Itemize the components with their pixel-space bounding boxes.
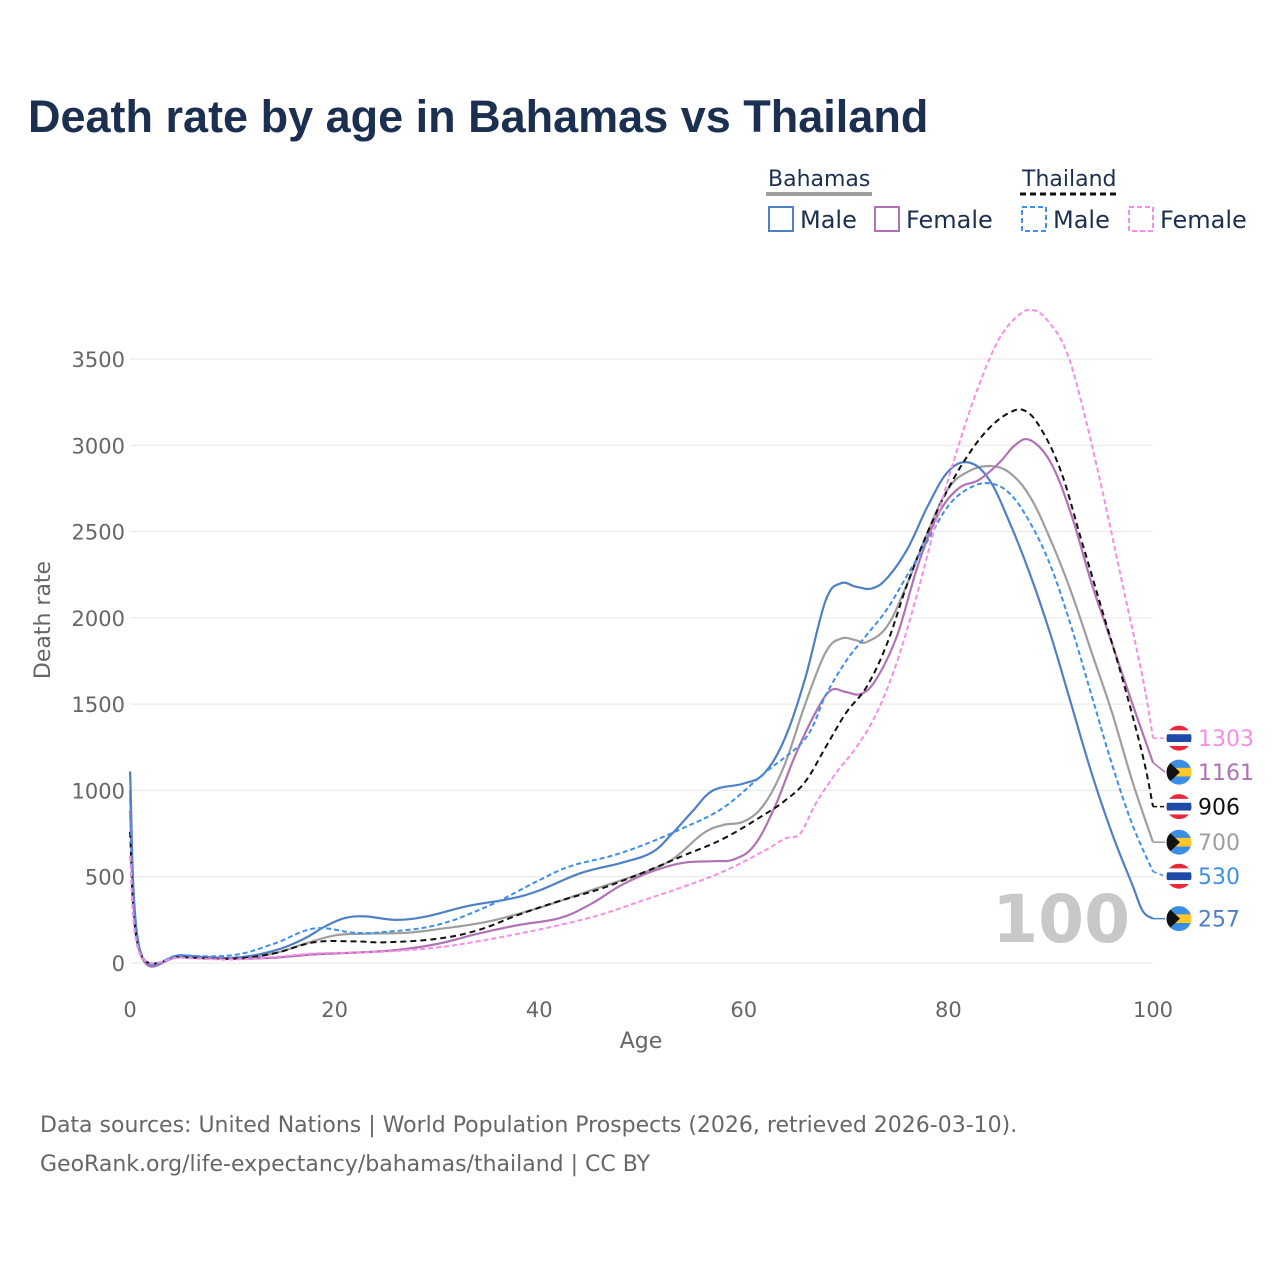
chart-title: Death rate by age in Bahamas vs Thailand xyxy=(28,91,928,142)
bahamas-flag-icon xyxy=(1165,828,1193,856)
y-tick-label: 500 xyxy=(85,866,125,890)
bahamas-flag-icon xyxy=(1165,905,1193,933)
bhs-female-leader xyxy=(1152,762,1166,773)
legend-thailand-male-swatch xyxy=(1021,206,1047,232)
x-tick-label: 0 xyxy=(123,998,136,1022)
y-tick-label: 1500 xyxy=(72,693,125,717)
legend: Bahamas Male Female Thailand Male Female xyxy=(766,167,1247,234)
x-tick-label: 40 xyxy=(526,998,553,1022)
series xyxy=(128,308,1155,968)
y-tick-label: 0 xyxy=(112,952,125,976)
x-tick-label: 20 xyxy=(321,998,348,1022)
tha-total-end-label: 906 xyxy=(1198,796,1240,821)
thailand-flag-icon xyxy=(1165,862,1193,890)
x-axis-label: Age xyxy=(620,1029,663,1054)
bhs-total-line xyxy=(128,464,1155,968)
bahamas-flag-icon xyxy=(1165,758,1193,786)
source-line-1: Data sources: United Nations | World Pop… xyxy=(40,1113,1017,1138)
tha-female-end-label: 1303 xyxy=(1198,727,1254,752)
tha-male-line xyxy=(129,482,1154,966)
legend-bahamas-female: Female xyxy=(906,206,993,234)
legend-group-thailand: Thailand xyxy=(1021,167,1116,192)
y-tick-label: 3500 xyxy=(72,348,125,372)
axes: 0 500 1000 1500 2000 2500 3000 3500 0 20 40 60 80 100 xyxy=(72,348,1174,1022)
tha-female-line xyxy=(129,308,1154,965)
tha-male-end-label: 530 xyxy=(1198,865,1240,890)
x-tick-label: 80 xyxy=(935,998,962,1022)
legend-bahamas-male-swatch xyxy=(768,206,794,232)
y-tick-label: 2000 xyxy=(72,607,125,631)
bhs-female-end-label: 1161 xyxy=(1198,761,1254,786)
thailand-flag-icon xyxy=(1165,724,1193,752)
bhs-male-line xyxy=(128,461,1154,968)
legend-bahamas-male: Male xyxy=(800,206,857,234)
legend-bahamas-female-swatch xyxy=(874,206,900,232)
bhs-male-end-label: 257 xyxy=(1198,908,1240,933)
tha-total-line xyxy=(129,408,1154,965)
x-tick-label: 60 xyxy=(730,998,757,1022)
bhs-female-line xyxy=(128,437,1155,967)
legend-thailand-female-swatch xyxy=(1128,206,1154,232)
legend-group-bahamas: Bahamas xyxy=(768,167,870,192)
source-line-2: GeoRank.org/life-expectancy/bahamas/thai… xyxy=(40,1152,651,1177)
y-tick-label: 2500 xyxy=(72,521,125,545)
x-tick-label: 100 xyxy=(1133,998,1173,1022)
y-tick-label: 3000 xyxy=(72,434,125,458)
y-axis-label: Death rate xyxy=(31,561,56,679)
end-labels: 1303 1161 906 700 530 257 xyxy=(1152,724,1254,933)
bhs-total-end-label: 700 xyxy=(1198,831,1240,856)
y-tick-label: 1000 xyxy=(72,779,125,803)
thailand-flag-icon xyxy=(1165,793,1193,821)
tha-male-leader xyxy=(1152,870,1166,877)
legend-thailand-female: Female xyxy=(1160,206,1247,234)
age-watermark: 100 xyxy=(992,881,1130,958)
legend-thailand-male: Male xyxy=(1053,206,1110,234)
